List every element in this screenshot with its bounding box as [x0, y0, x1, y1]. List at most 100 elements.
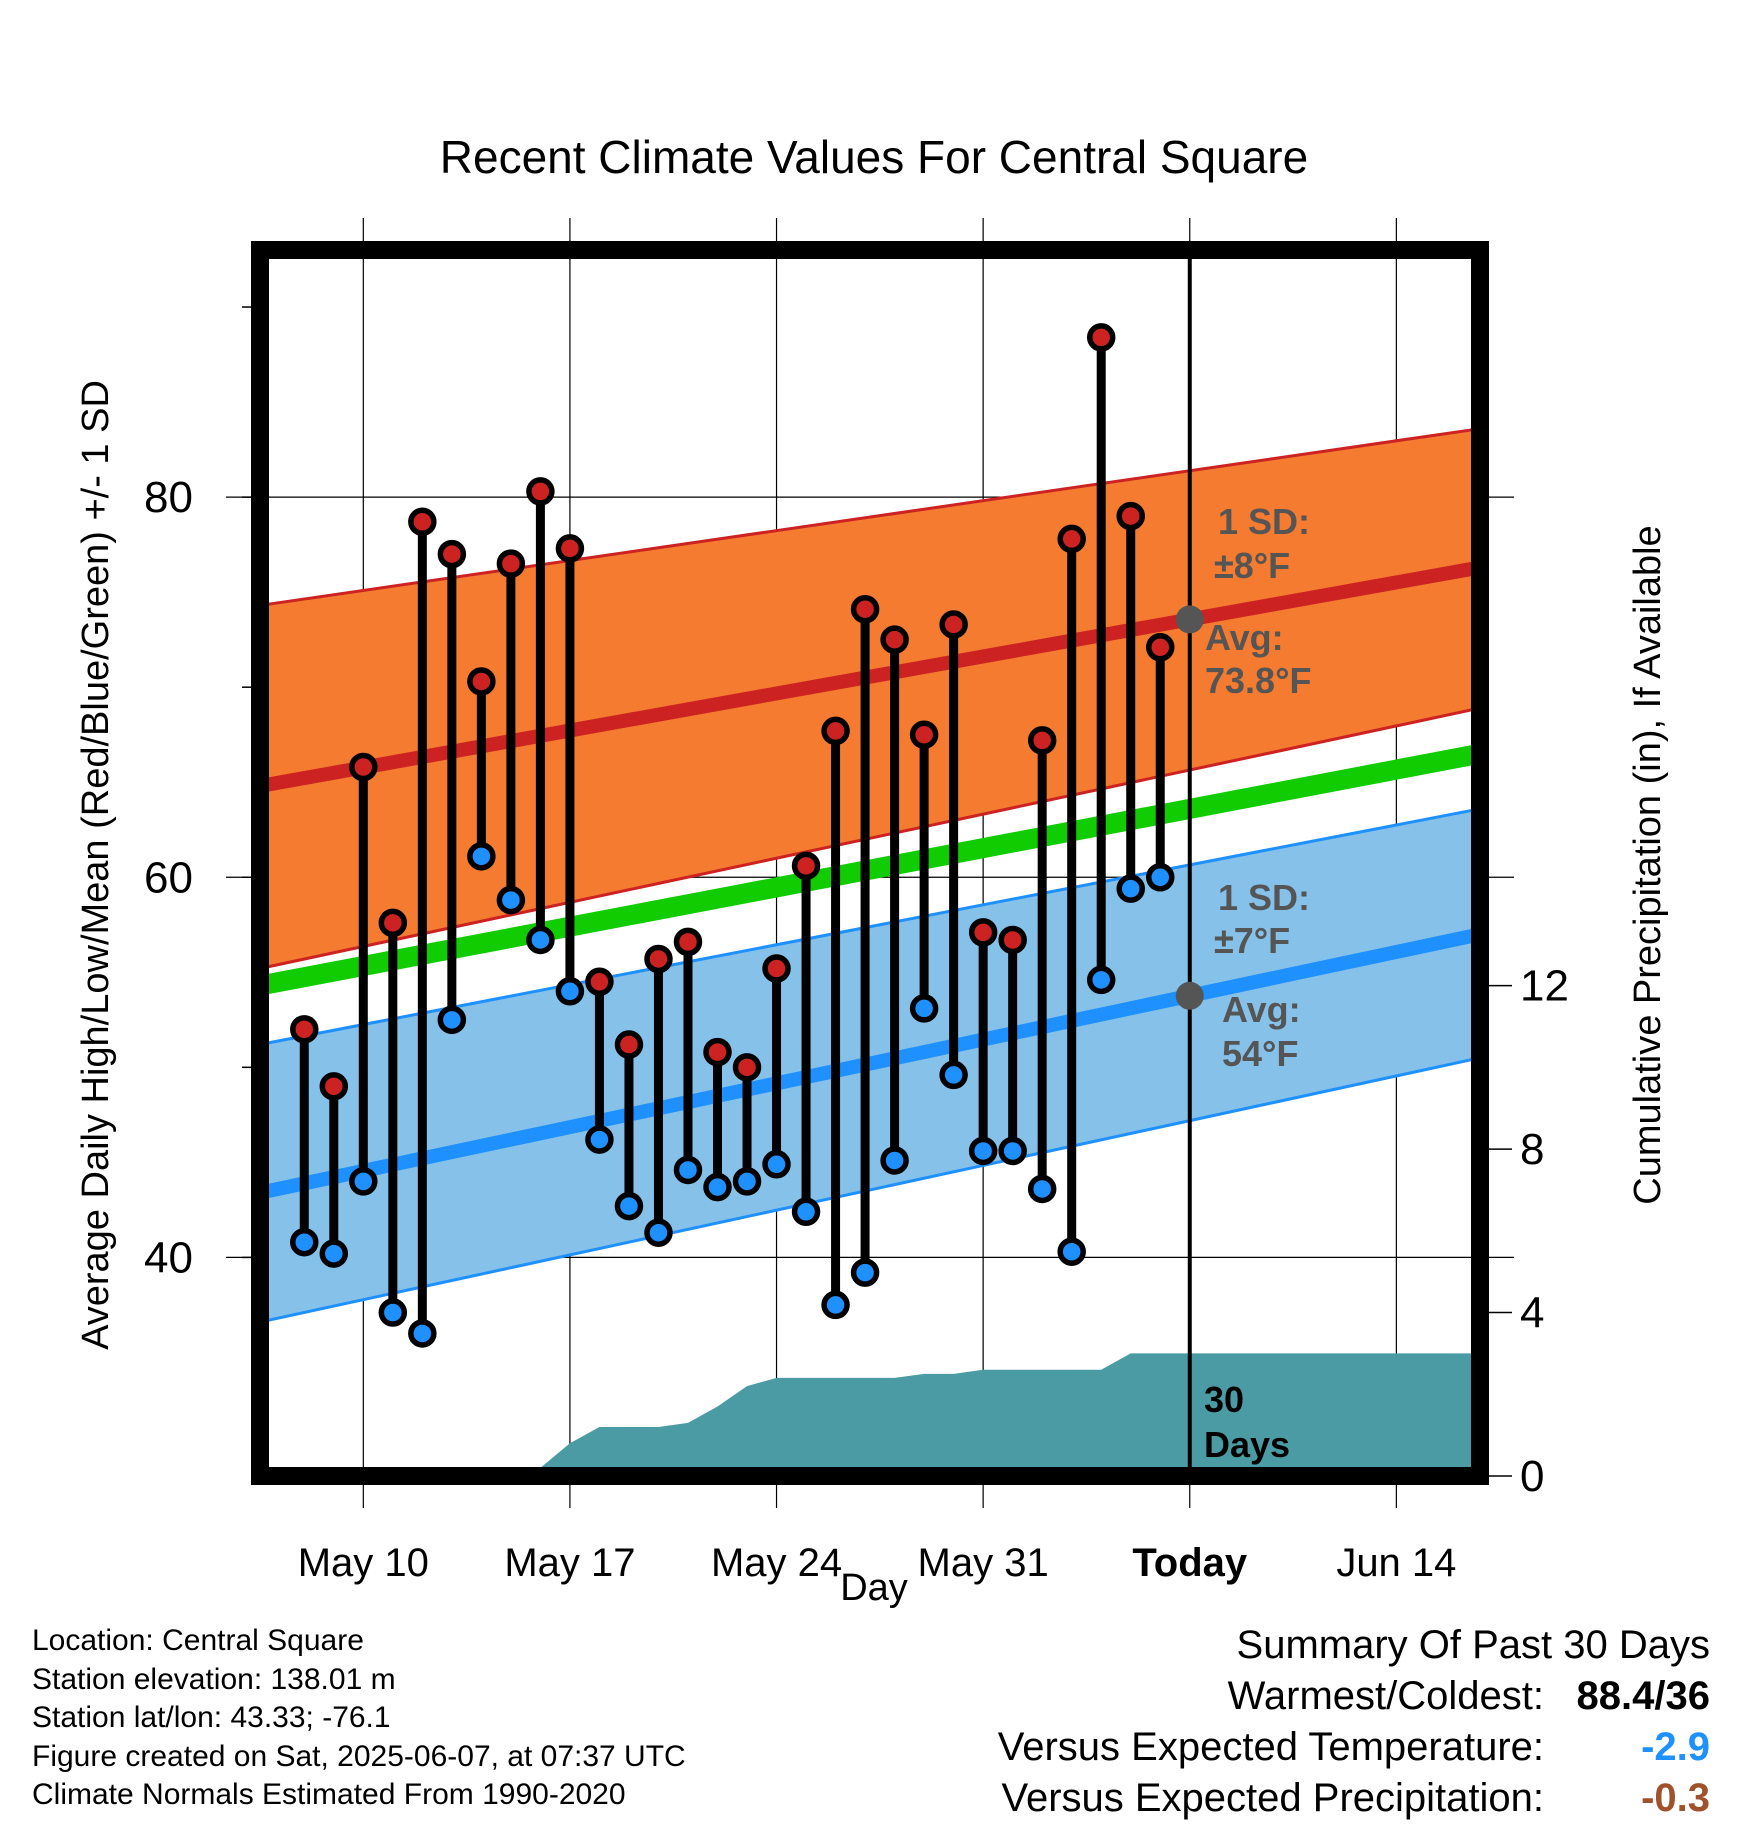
y-tick-label: 80: [144, 473, 193, 522]
summary-panel: Summary Of Past 30 Days Warmest/Coldest:…: [998, 1620, 1710, 1824]
high-point: [496, 549, 526, 578]
y2-tick-label: 12: [1520, 962, 1569, 1011]
low-point: [614, 1191, 644, 1221]
low-point: [1145, 863, 1175, 892]
high-sd-upper-line: [259, 427, 1481, 607]
summary-precip-row: Versus Expected Precipitation: -0.3: [998, 1773, 1710, 1824]
climate-chart: Recent Climate Values For Central Square…: [75, 131, 1669, 1609]
low-point: [319, 1239, 349, 1268]
high-avg-line: [258, 560, 1482, 793]
high-point: [467, 667, 496, 696]
low-point: [732, 1167, 762, 1196]
low-point: [290, 1227, 319, 1257]
high-point: [762, 954, 791, 983]
y-tick-label: 40: [144, 1233, 193, 1282]
low-sd-upper-line: [259, 807, 1481, 1046]
plot-frame: [251, 241, 1489, 1485]
low-point: [644, 1218, 673, 1247]
today-days-label: Days: [1204, 1424, 1290, 1465]
x-tick-label: May 31: [918, 1541, 1049, 1585]
high-point: [1145, 633, 1175, 662]
y-tick-label: 60: [144, 853, 193, 902]
x-tick-label: May 24: [711, 1541, 842, 1585]
y2-tick-label: 0: [1520, 1452, 1544, 1501]
high-point: [555, 534, 585, 563]
low-point: [555, 977, 585, 1006]
high-point: [526, 477, 555, 506]
chart-title: Recent Climate Values For Central Square: [440, 131, 1308, 183]
precip-label: Versus Expected Precipitation:: [1001, 1776, 1544, 1820]
elevation-text: Station elevation: 138.01 m: [32, 1662, 396, 1696]
mean-line: [258, 743, 1482, 996]
low-point: [1057, 1237, 1086, 1266]
high-point: [349, 752, 378, 782]
high-point: [821, 716, 850, 746]
high-point: [880, 625, 909, 654]
low-normal-marker: [1175, 981, 1204, 1010]
low-point: [939, 1060, 968, 1090]
summary-warmest-row: Warmest/Coldest: 88.4/36: [998, 1671, 1710, 1722]
low-point: [703, 1172, 732, 1202]
low-point: [998, 1136, 1027, 1166]
high-point: [1086, 323, 1116, 352]
high-point: [408, 507, 437, 537]
low-point: [526, 925, 555, 955]
high-point: [1057, 524, 1086, 554]
low-point: [673, 1155, 703, 1185]
low-point: [880, 1146, 909, 1175]
high-sd-lower-line: [259, 706, 1481, 970]
high-sd-value: ±8°F: [1214, 545, 1290, 586]
temp-value: -2.9: [1641, 1725, 1710, 1769]
high-point: [968, 918, 998, 947]
low-point: [496, 885, 526, 915]
high-point: [909, 720, 939, 749]
high-point: [644, 944, 673, 974]
high-point: [791, 851, 821, 881]
high-sd-label: 1 SD:: [1218, 501, 1310, 542]
summary-heading: Summary Of Past 30 Days: [1236, 1623, 1710, 1667]
high-point: [1027, 726, 1057, 755]
x-tick-label: Today: [1132, 1541, 1248, 1585]
high-avg-label: Avg:: [1205, 617, 1284, 658]
low-point: [791, 1197, 821, 1227]
y2-tick-label: 4: [1520, 1289, 1544, 1338]
x-tick-label: Jun 14: [1336, 1541, 1456, 1585]
high-point: [1116, 501, 1145, 531]
low-point: [909, 994, 939, 1023]
station-info: Location: Central Square Station elevati…: [32, 1622, 686, 1815]
low-point: [1116, 874, 1145, 903]
low-avg-label: Avg:: [1222, 989, 1301, 1030]
high-point: [378, 908, 408, 938]
summary-temp-row: Versus Expected Temperature: -2.9: [998, 1722, 1710, 1773]
high-point: [703, 1037, 732, 1067]
low-point: [467, 842, 496, 871]
low-point: [378, 1298, 408, 1327]
high-point: [732, 1053, 762, 1082]
high-point: [998, 925, 1027, 955]
high-normal-marker: [1175, 605, 1204, 634]
high-sd-band: [260, 428, 1480, 969]
low-sd-label: 1 SD:: [1218, 877, 1310, 918]
high-point: [585, 967, 614, 997]
high-avg-value: 73.8°F: [1205, 660, 1311, 701]
right-axis-label: Cumulative Precipitation (in), If Availa…: [1627, 525, 1669, 1204]
high-point: [850, 594, 880, 624]
low-point: [437, 1005, 467, 1035]
y2-tick-label: 8: [1520, 1125, 1544, 1174]
low-point: [349, 1167, 378, 1196]
high-point: [290, 1015, 319, 1044]
left-axis-label: Average Daily High/Low/Mean (Red/Blue/Gr…: [75, 380, 117, 1350]
high-point: [673, 927, 703, 957]
low-point: [1027, 1174, 1057, 1204]
location-text: Location: Central Square: [32, 1624, 364, 1657]
warmest-label: Warmest/Coldest:: [1227, 1674, 1544, 1718]
low-sd-value: ±7°F: [1214, 920, 1290, 961]
today-days-number: 30: [1204, 1379, 1244, 1420]
high-point: [614, 1030, 644, 1059]
x-axis-label: Day: [840, 1567, 908, 1609]
low-point: [850, 1258, 880, 1287]
high-point: [939, 610, 968, 639]
normals-text: Climate Normals Estimated From 1990-2020: [32, 1778, 626, 1811]
low-point: [821, 1290, 850, 1320]
